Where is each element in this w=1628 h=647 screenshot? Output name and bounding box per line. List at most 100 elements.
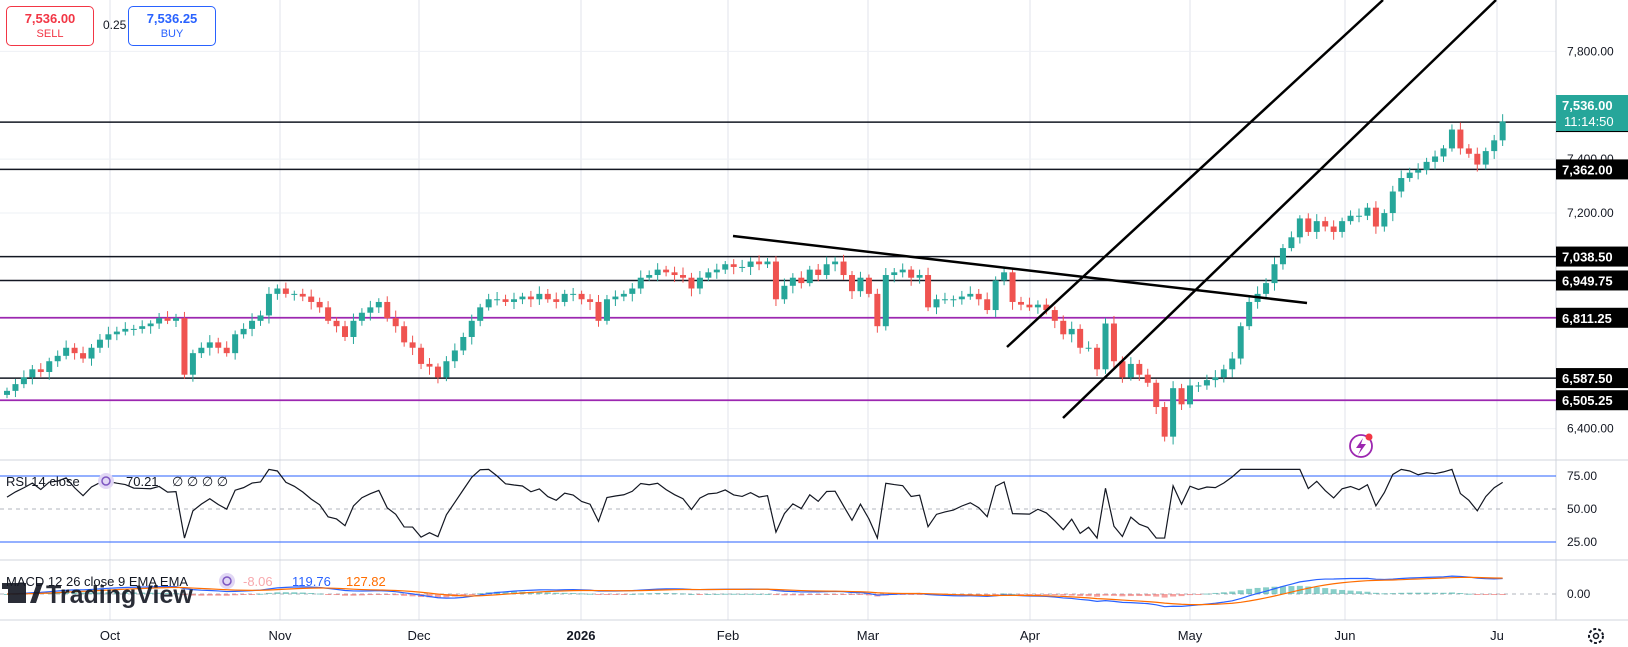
candle-body xyxy=(1423,161,1430,170)
candle-body xyxy=(916,275,923,278)
macd-histogram-bar xyxy=(1499,594,1506,595)
candle-body xyxy=(992,280,999,311)
candle-body xyxy=(29,369,36,378)
rsi-value: 70.21 xyxy=(126,474,159,489)
macd-histogram-bar xyxy=(401,594,408,596)
level-price-tag xyxy=(1556,390,1628,411)
macd-histogram-bar xyxy=(350,594,357,596)
macd-histogram-bar xyxy=(1313,587,1320,594)
rsi-label[interactable]: RSI 14 close xyxy=(6,474,80,489)
trendlines[interactable] xyxy=(732,0,1497,419)
macd-settings-icon[interactable] xyxy=(219,573,235,589)
macd-histogram-bar xyxy=(367,594,374,596)
candle-body xyxy=(857,277,864,292)
macd-histogram-bar xyxy=(316,593,323,595)
candle-body xyxy=(1170,388,1177,437)
macd-histogram-bar xyxy=(865,594,872,596)
macd-histogram-bar xyxy=(342,594,348,596)
lightning-alert-icon[interactable] xyxy=(1349,433,1373,458)
candle-body xyxy=(908,269,915,278)
candle-body xyxy=(1389,191,1396,214)
macd-histogram-bar xyxy=(1136,594,1143,597)
macd-histogram-bar xyxy=(561,592,568,594)
macd-histogram-bar xyxy=(96,592,103,594)
candle-body xyxy=(849,275,855,292)
candle-body xyxy=(544,293,551,300)
macd-histogram-bar xyxy=(1009,593,1016,595)
macd-histogram-bar xyxy=(1119,594,1126,597)
candle-body xyxy=(485,299,492,308)
candle-body xyxy=(637,277,644,289)
candle-body xyxy=(249,320,256,329)
candle-body xyxy=(342,326,348,337)
candle-body xyxy=(418,347,425,364)
chart-settings-icon[interactable] xyxy=(1588,628,1604,644)
candle-body xyxy=(958,296,965,300)
macd-histogram-bar xyxy=(198,594,205,596)
macd-histogram-bar xyxy=(1187,594,1193,596)
macd-histogram-bar xyxy=(1356,591,1362,594)
macd-histogram-bar xyxy=(1457,593,1464,595)
macd-histogram-bar xyxy=(756,593,763,595)
candle-body xyxy=(130,328,137,330)
candle-body xyxy=(1153,382,1160,408)
channel-upper-line[interactable] xyxy=(1006,0,1384,348)
candle-body xyxy=(553,299,560,302)
candle-body xyxy=(113,331,120,335)
candle-body xyxy=(1322,221,1329,227)
macd-histogram-bar xyxy=(671,593,678,595)
time-tick-label: 2026 xyxy=(567,628,596,643)
macd-histogram-bar xyxy=(570,593,577,595)
macd-histogram-bar xyxy=(1389,593,1396,595)
spread-value: 0.25 xyxy=(103,18,127,32)
macd-histogram-bar xyxy=(511,591,517,594)
price-axis[interactable]: 7,800.007,400.007,200.006,400.0075.0050.… xyxy=(1567,44,1614,601)
macd-histogram-bar xyxy=(705,593,712,595)
candle-body xyxy=(882,275,889,327)
price-tick-label: 6,400.00 xyxy=(1567,422,1614,436)
candle-body xyxy=(764,261,771,265)
macd-histogram-bar xyxy=(477,593,484,595)
macd-histogram-bar xyxy=(1161,594,1168,598)
macd-histogram-bar xyxy=(578,593,585,595)
sell-button[interactable]: 7,536.00 SELL xyxy=(6,6,94,46)
macd-histogram-bar xyxy=(189,594,196,596)
candle-body xyxy=(832,261,839,265)
rsi-settings-icon[interactable] xyxy=(98,473,114,489)
sell-price: 7,536.00 xyxy=(24,11,76,26)
candle-body xyxy=(401,326,408,343)
macd-histogram-bar xyxy=(181,594,188,596)
macd-histogram-bar xyxy=(139,592,146,594)
level-price-tag-label: 7,038.50 xyxy=(1562,250,1613,265)
candle-body xyxy=(823,264,830,276)
time-axis[interactable]: Oct Nov Dec 2026 Feb Mar Apr May Jun Ju xyxy=(0,619,1628,643)
macd-histogram-bar xyxy=(240,594,247,595)
candle-body xyxy=(46,361,53,373)
macd-histogram-bar xyxy=(1465,593,1472,595)
candle-body xyxy=(1161,407,1168,437)
macd-tick-label: 0.00 xyxy=(1567,587,1591,601)
macd-histogram-bar xyxy=(63,592,70,594)
horizontal-levels[interactable] xyxy=(0,121,1556,402)
buy-button[interactable]: 7,536.25 BUY xyxy=(128,6,216,46)
macd-histogram-bar xyxy=(215,594,222,596)
macd-histogram-bar xyxy=(1178,594,1185,597)
candle-body xyxy=(350,320,357,337)
macd-histogram-bar xyxy=(553,592,560,594)
level-price-tag-label: 6,505.25 xyxy=(1562,393,1613,408)
candle-body xyxy=(1094,347,1101,370)
macd-label[interactable]: MACD 12 26 close 9 EMA EMA xyxy=(6,574,188,589)
candle-body xyxy=(1077,328,1084,348)
candle-body xyxy=(1018,301,1024,305)
candle-body xyxy=(1339,221,1346,232)
candle-body xyxy=(1482,151,1489,165)
channel-lower-line[interactable] xyxy=(1062,0,1497,419)
candle-body xyxy=(4,390,10,395)
macd-histogram-bar xyxy=(849,594,855,595)
macd-histogram-bar xyxy=(1246,588,1253,594)
candle-body xyxy=(739,266,746,268)
macd-histogram-bar xyxy=(1322,588,1329,594)
candle-body xyxy=(1203,380,1210,386)
resistance-trendline[interactable] xyxy=(732,234,1308,305)
